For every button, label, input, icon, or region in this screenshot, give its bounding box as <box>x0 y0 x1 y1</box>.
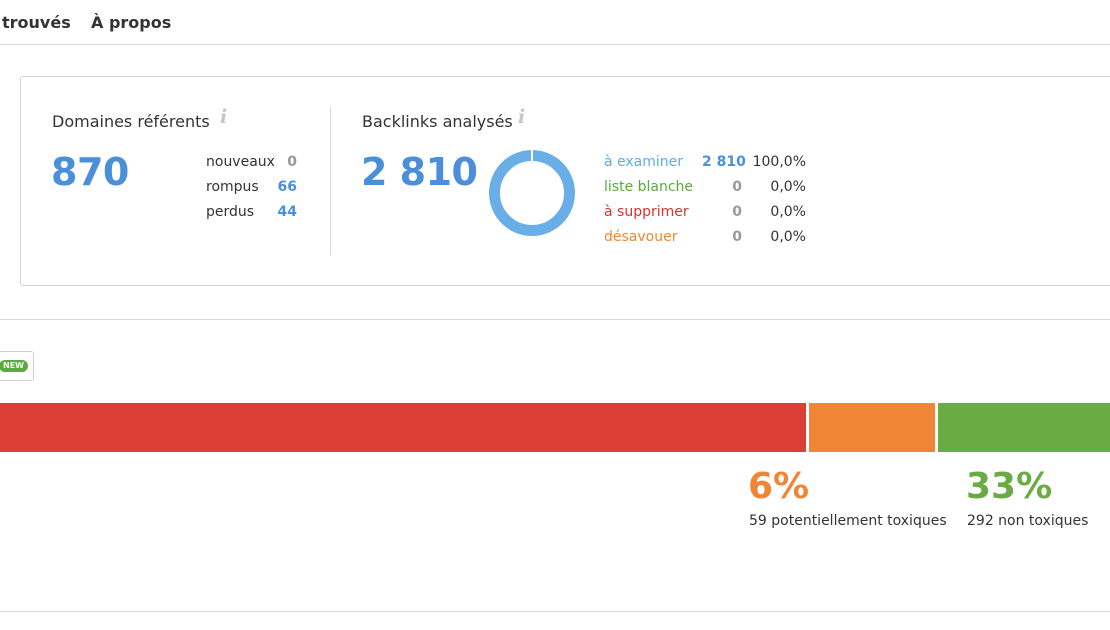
stats-card <box>20 76 1110 286</box>
status-whitelist-pct: 0,0% <box>770 179 806 195</box>
status-to-delete[interactable]: à supprimer <box>604 204 689 220</box>
info-icon[interactable]: i <box>518 106 526 128</box>
backlinks-donut <box>489 149 575 236</box>
donut-segment-review <box>489 150 575 236</box>
row-value-new[interactable]: 0 <box>287 154 297 170</box>
non-toxic-segment[interactable] <box>938 403 1110 452</box>
status-to-delete-pct: 0,0% <box>770 204 806 220</box>
row-label-new: nouveaux <box>206 154 275 170</box>
status-disavow-pct: 0,0% <box>770 229 806 245</box>
donut-gap <box>531 149 533 162</box>
section-divider <box>0 611 1110 612</box>
nav-divider <box>0 44 1110 45</box>
row-value-lost[interactable]: 44 <box>277 204 297 220</box>
new-badge: NEW <box>0 360 28 372</box>
status-whitelist-count[interactable]: 0 <box>732 179 742 195</box>
potentially-toxic-count[interactable]: 59 potentiellement toxiques <box>749 513 947 529</box>
status-to-review-count[interactable]: 2 810 <box>702 154 746 170</box>
row-label-lost: perdus <box>206 204 255 220</box>
status-whitelist[interactable]: liste blanche <box>604 179 694 195</box>
new-feature-button[interactable]: NEW <box>0 351 34 381</box>
row-label-broken: rompus <box>206 179 259 195</box>
non-toxic-count[interactable]: 292 non toxiques <box>967 513 1089 529</box>
row-value-broken[interactable]: 66 <box>277 179 297 195</box>
info-icon[interactable]: i <box>220 106 228 128</box>
toxic-segment[interactable] <box>0 403 806 452</box>
card-divider <box>330 107 331 255</box>
referring-domains-title: Domaines référents <box>52 112 210 131</box>
non-toxic-percent: 33% <box>966 466 1053 507</box>
backlinks-total[interactable]: 2 810 <box>361 150 478 194</box>
tab-about[interactable]: À propos <box>91 13 172 32</box>
backlinks-title: Backlinks analysés <box>362 112 513 131</box>
status-to-delete-count[interactable]: 0 <box>732 204 742 220</box>
potentially-toxic-percent: 6% <box>748 466 810 507</box>
potentially-toxic-segment[interactable] <box>809 403 935 452</box>
referring-domains-total[interactable]: 870 <box>51 150 129 194</box>
section-divider <box>0 319 1110 320</box>
status-to-review[interactable]: à examiner <box>604 154 684 170</box>
status-to-review-pct: 100,0% <box>752 154 806 170</box>
status-disavow[interactable]: désavouer <box>604 229 678 245</box>
status-disavow-count[interactable]: 0 <box>732 229 742 245</box>
tab-found[interactable]: trouvés <box>2 13 71 32</box>
